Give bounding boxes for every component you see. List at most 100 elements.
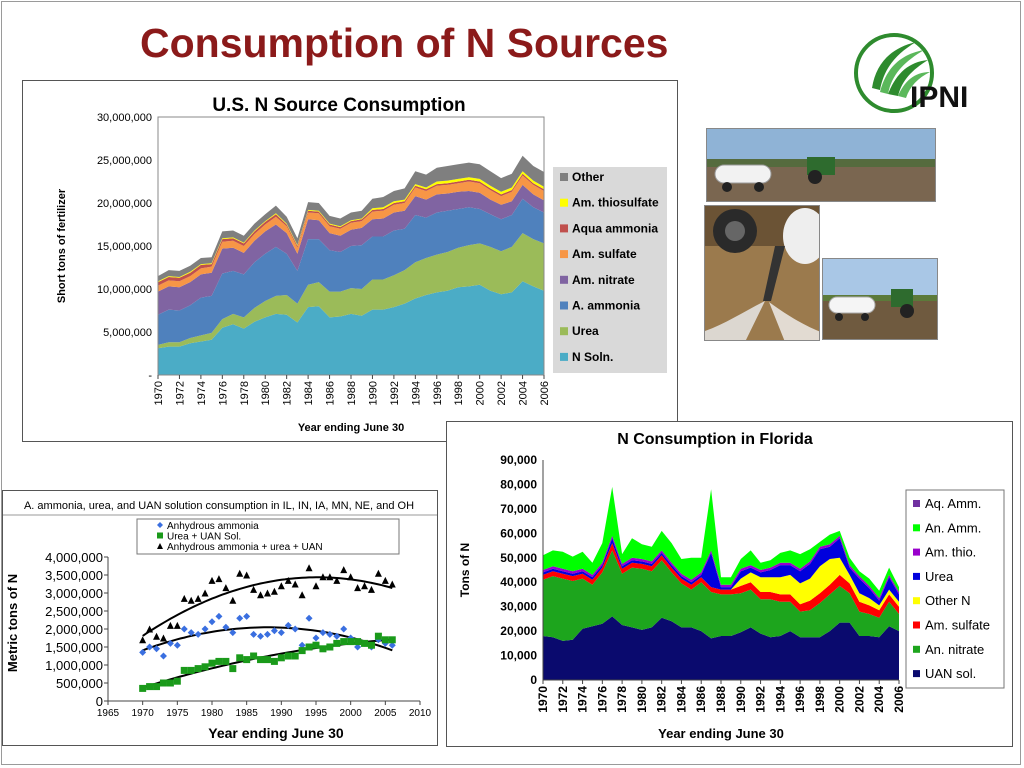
y-tick-label: 3,000,000: [45, 586, 103, 601]
x-tick-label: 2004: [872, 686, 886, 713]
data-point-square: [159, 679, 167, 687]
legend-label: Am. thiosulfate: [572, 196, 659, 210]
x-tick-label: 1972: [556, 686, 570, 713]
data-point-square: [340, 638, 348, 646]
anhydrous-tank-field-photo: [706, 128, 936, 202]
legend-label: N Soln.: [572, 350, 613, 364]
x-tick-label: 1992: [389, 381, 401, 405]
data-point-triangle: [367, 585, 375, 593]
data-point-square: [333, 639, 341, 647]
legend-swatch: [913, 524, 920, 532]
data-point-square: [354, 638, 362, 646]
data-point-triangle: [157, 543, 163, 549]
midwest-chart-panel: A. ammonia, urea, and UAN solution consu…: [2, 490, 438, 746]
midwest-chart: A. ammonia, urea, and UAN solution consu…: [3, 500, 437, 741]
us-legend-box: [553, 167, 667, 373]
data-point-square: [277, 654, 285, 662]
x-tick-label: 1970: [153, 381, 165, 405]
data-point-triangle: [333, 576, 341, 584]
x-tick-label: 1970: [132, 708, 155, 719]
y-tick-label: 60,000: [500, 526, 537, 540]
data-point-diamond: [250, 630, 258, 638]
x-tick-label: 1965: [97, 708, 120, 719]
y-tick-label: 40,000: [500, 575, 537, 589]
y-tick-label: 10,000: [500, 649, 537, 663]
legend-label: Other N: [925, 593, 971, 608]
y-tick-label: 2,000,000: [45, 622, 103, 637]
data-point-square: [166, 679, 174, 687]
y-tick-label: 30,000: [500, 600, 537, 614]
x-tick-label: 1988: [346, 381, 358, 405]
x-tick-label: 1984: [303, 381, 315, 405]
area-series-am-sulfate: [543, 543, 899, 618]
data-point-square: [312, 641, 320, 649]
data-point-square: [263, 656, 271, 664]
data-point-triangle: [305, 564, 313, 572]
legend-swatch: [560, 250, 568, 259]
data-point-triangle: [326, 573, 334, 581]
data-point-diamond: [305, 614, 313, 622]
data-point-square: [146, 683, 154, 691]
x-tick-label: 2002: [496, 381, 508, 405]
y-tick-label: 80,000: [500, 477, 537, 491]
logo-text: IPNI: [910, 81, 968, 114]
data-point-diamond: [187, 629, 195, 637]
y-tick-label: 20,000,000: [97, 198, 152, 210]
data-point-diamond: [153, 645, 161, 653]
data-point-square: [326, 643, 334, 651]
data-point-diamond: [173, 641, 181, 649]
data-point-diamond: [201, 625, 209, 633]
x-tick-label: 1996: [793, 686, 807, 713]
legend-label: A. ammonia: [572, 299, 640, 313]
y-tick-label: 2,500,000: [45, 604, 103, 619]
data-point-triangle: [187, 596, 195, 604]
legend-swatch: [913, 645, 920, 653]
data-point-triangle: [173, 621, 181, 629]
data-point-triangle: [180, 594, 188, 602]
area-series-n-soln-: [158, 281, 544, 375]
data-point-square: [298, 647, 306, 655]
area-series-an-nitrate: [543, 550, 899, 641]
data-point-diamond: [263, 630, 271, 638]
data-point-diamond: [333, 632, 341, 640]
data-point-square: [250, 652, 258, 660]
x-tick-label: 1996: [432, 381, 444, 405]
x-tick-label: 1982: [282, 381, 294, 405]
us-chart-panel: U.S. N Source Consumption - 5,000,000 10,00…: [22, 80, 678, 442]
x-tick-label: 2004: [518, 381, 530, 405]
data-point-triangle: [298, 591, 306, 599]
florida-chart-title: N Consumption in Florida: [617, 431, 813, 448]
data-point-diamond: [312, 634, 320, 642]
data-point-triangle: [159, 634, 167, 642]
area-series-other-n: [543, 543, 899, 611]
x-tick-label: 1980: [201, 708, 224, 719]
data-point-square: [208, 659, 216, 667]
data-point-triangle: [284, 576, 292, 584]
area-series-am-nitrate: [158, 184, 544, 315]
area-series-uan-sol-: [543, 616, 899, 680]
x-tick-label: 2000: [340, 708, 363, 719]
legend-swatch: [560, 173, 568, 181]
x-tick-label: 1995: [305, 708, 328, 719]
florida-chart: N Consumption in Florida 0 10,000 20,000 30,…: [458, 431, 1005, 741]
data-point-triangle: [139, 636, 147, 644]
x-tick-label: 1974: [576, 686, 590, 713]
legend-swatch: [560, 352, 568, 361]
x-tick-label: 1974: [196, 381, 208, 405]
data-point-triangle: [263, 589, 271, 597]
logo-ring-icon: [854, 33, 934, 113]
x-tick-label: 1990: [734, 686, 748, 713]
us-chart-title: U.S. N Source Consumption: [212, 95, 465, 116]
legend-label: Urea + UAN Sol.: [167, 532, 241, 543]
data-point-square: [367, 641, 375, 649]
data-point-triangle: [153, 632, 161, 640]
data-point-diamond: [388, 641, 396, 649]
legend-swatch: [913, 500, 920, 507]
x-tick-label: 1986: [694, 686, 708, 713]
legend-label: Am. nitrate: [572, 273, 635, 287]
data-point-diamond: [159, 652, 167, 660]
data-point-square: [291, 652, 299, 660]
data-point-diamond: [257, 632, 265, 640]
data-point-triangle: [250, 585, 258, 593]
